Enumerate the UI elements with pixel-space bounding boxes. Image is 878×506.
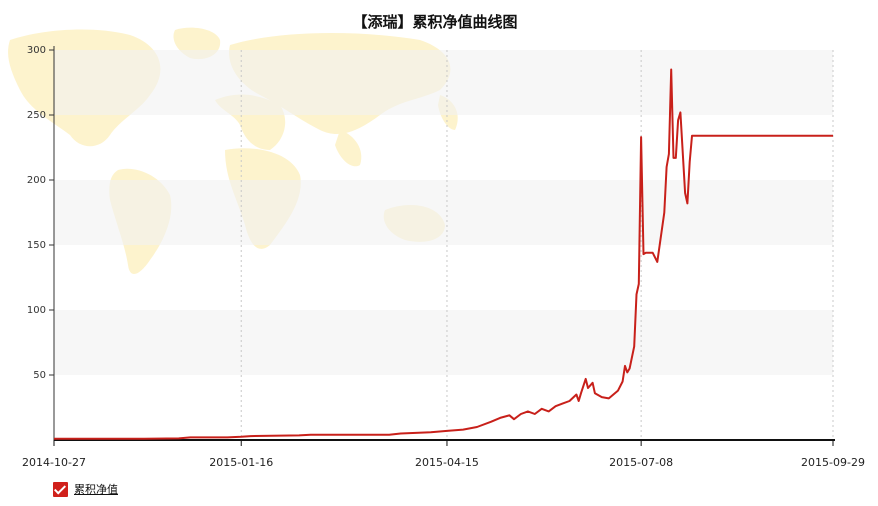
- y-axis-ticks: 50 100 150 200 250 300: [27, 45, 54, 381]
- x-tick-label: 2014-10-27: [22, 456, 86, 469]
- legend-checkbox-icon[interactable]: [53, 481, 68, 497]
- legend-label: 累积净值: [74, 483, 118, 496]
- x-tick-label: 2015-09-29: [801, 456, 865, 469]
- y-tick-label: 300: [27, 45, 46, 56]
- grid-band: [54, 310, 833, 375]
- grid-band: [54, 50, 833, 115]
- y-tick-label: 150: [27, 240, 46, 251]
- y-tick-label: 100: [27, 305, 46, 316]
- x-tick-label: 2015-04-15: [415, 456, 479, 469]
- y-tick-label: 200: [27, 175, 46, 186]
- axes: [53, 46, 835, 441]
- x-axis-ticks: 2014-10-27 2015-01-16 2015-04-15 2015-07-08…: [22, 440, 865, 469]
- y-tick-label: 250: [27, 110, 46, 121]
- chart-title: 【添瑞】累积净值曲线图: [352, 13, 517, 31]
- series-layer: [54, 68, 833, 440]
- grid-band: [54, 180, 833, 245]
- grid-bands: [54, 50, 833, 375]
- y-tick-label: 50: [33, 370, 46, 381]
- legend-item-series[interactable]: 累积净值: [53, 481, 118, 497]
- x-tick-label: 2015-07-08: [609, 456, 673, 469]
- x-tick-label: 2015-01-16: [209, 456, 273, 469]
- series-line-0: [54, 68, 833, 440]
